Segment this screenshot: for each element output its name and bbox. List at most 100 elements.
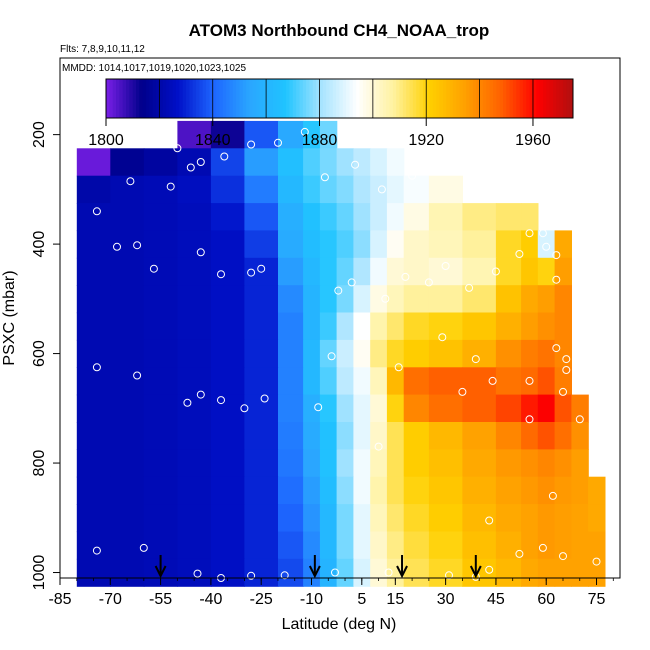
heatmap-cell	[319, 476, 338, 505]
heatmap-cell	[177, 175, 212, 204]
colorbar-segment	[536, 79, 541, 118]
colorbar-segment	[256, 79, 260, 118]
heatmap-cell	[336, 449, 354, 478]
colorbar-segment	[242, 79, 247, 118]
heatmap-cell	[303, 230, 321, 259]
heatmap-cell	[319, 558, 338, 587]
heatmap-cell	[554, 367, 572, 396]
x-tick-label: -85	[48, 591, 71, 608]
heatmap-cell	[177, 476, 212, 505]
heatmap-cell	[210, 504, 245, 533]
heatmap-cell	[537, 285, 556, 314]
heatmap-cell	[495, 422, 522, 450]
heatmap-cell	[210, 422, 245, 450]
sample-point	[217, 270, 225, 279]
heatmap-cell	[403, 476, 430, 505]
colorbar-segment	[309, 79, 314, 118]
heatmap-cell	[244, 230, 279, 259]
heatmap-cell	[495, 312, 522, 341]
heatmap-cell	[76, 558, 111, 587]
colorbar-segment	[199, 79, 204, 118]
colorbar-segment	[349, 79, 354, 118]
sample-point	[260, 394, 269, 403]
heatmap-cell	[336, 148, 354, 177]
colorbar-segment	[159, 79, 164, 118]
heatmap-cell	[353, 476, 371, 505]
colorbar-segment	[336, 79, 340, 118]
colorbar-frame	[105, 78, 574, 119]
heatmap-cell	[336, 175, 354, 204]
colorbar-segment	[179, 79, 184, 118]
colorbar-segment	[112, 79, 117, 118]
heatmap-cell	[177, 367, 212, 396]
colorbar-segment	[186, 79, 190, 118]
colorbar-segment	[446, 79, 451, 118]
colorbar-segment	[202, 79, 207, 118]
heatmap-cell	[319, 175, 338, 204]
heatmap-cell	[336, 476, 354, 505]
colorbar-segment	[302, 79, 307, 118]
heatmap-cell	[76, 203, 111, 232]
heatmap-cell	[386, 257, 405, 286]
colorbar-segment	[456, 79, 461, 118]
colorbar-segment	[142, 79, 147, 118]
colorbar-segment	[492, 79, 497, 118]
heatmap-cell	[143, 394, 178, 423]
heatmap-cell	[428, 339, 463, 368]
colorbar-segment	[266, 79, 270, 118]
heatmap-cell	[495, 504, 522, 533]
sample-point	[247, 268, 256, 277]
heatmap-cell	[319, 257, 338, 286]
heatmap-cell	[177, 449, 212, 478]
colorbar-segment	[156, 79, 160, 118]
heatmap-cell	[462, 339, 497, 368]
heatmap-cell	[303, 148, 321, 177]
colorbar-segment	[479, 79, 484, 118]
colorbar-segment	[339, 79, 344, 118]
heatmap-cell	[370, 504, 388, 533]
sample-point	[92, 363, 101, 372]
colorbar-segment	[546, 79, 551, 118]
heatmap-cell	[537, 230, 556, 259]
colorbar-segment	[172, 79, 177, 118]
colorbar-segment	[566, 79, 571, 118]
colorbar-segment	[289, 79, 294, 118]
colorbar-segment	[399, 79, 404, 118]
heatmap-cell	[571, 504, 589, 533]
colorbar-segment	[312, 79, 317, 118]
heatmap-cell	[319, 312, 338, 341]
colorbar-segment	[486, 79, 491, 118]
heatmap-cell	[278, 148, 304, 177]
colorbar-segment	[569, 79, 574, 118]
heatmap-cell	[110, 148, 145, 177]
heatmap-cell	[177, 120, 212, 149]
heatmap-cell	[537, 312, 556, 341]
heatmap-cell	[495, 531, 522, 560]
colorbar-segment	[162, 79, 167, 118]
colorbar-segment	[542, 79, 547, 118]
heatmap-cell	[278, 285, 304, 314]
heatmap-cell	[403, 285, 430, 314]
heatmap-cell	[428, 175, 463, 204]
heatmap-cell	[76, 257, 111, 286]
colorbar-segment	[386, 79, 391, 118]
heatmap-cell	[403, 339, 430, 368]
heatmap-cell	[143, 257, 178, 286]
heatmap-cell	[336, 285, 354, 314]
colorbar-segment	[556, 79, 561, 118]
sample-point	[559, 552, 567, 561]
heatmap-cell	[244, 175, 279, 204]
colorbar-segment	[292, 79, 297, 118]
heatmap-cell	[210, 558, 245, 587]
heatmap-cell	[76, 285, 111, 314]
x-axis: -85 -70 -55 -40 -25 -10 5 15 30 45 60 75	[48, 578, 614, 608]
colorbar-segment	[236, 79, 240, 118]
colorbar-segment	[466, 79, 471, 118]
sample-point	[351, 160, 360, 169]
colorbar-segment	[152, 79, 157, 118]
heatmap-cell	[521, 531, 539, 560]
heatmap-cell	[336, 339, 354, 368]
colorbar-segment	[412, 79, 417, 118]
colorbar-segment	[369, 79, 374, 118]
heatmap-cell	[244, 422, 279, 450]
